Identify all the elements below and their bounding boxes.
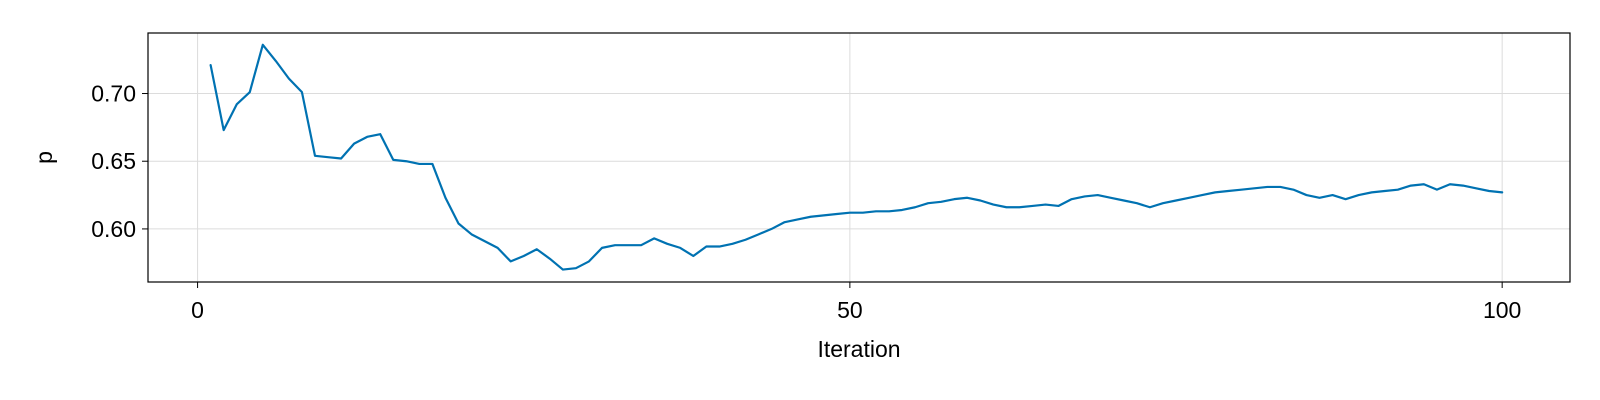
x-axis-label: Iteration [817, 336, 900, 362]
grid-layer [148, 33, 1570, 282]
y-tick-label: 0.60 [91, 216, 136, 242]
y-axis-label: p [31, 151, 57, 164]
ticks-layer: 0 50 100 0.60 0.65 0.70 [91, 81, 1521, 323]
x-tick-label: 100 [1483, 297, 1521, 323]
x-tick-label: 50 [837, 297, 863, 323]
y-tick-label: 0.65 [91, 148, 136, 174]
y-tick-label: 0.70 [91, 81, 136, 107]
series-layer [209, 43, 1504, 271]
x-tick-label: 0 [191, 297, 204, 323]
plot-frame [147, 32, 1571, 283]
series-line [209, 43, 1504, 271]
